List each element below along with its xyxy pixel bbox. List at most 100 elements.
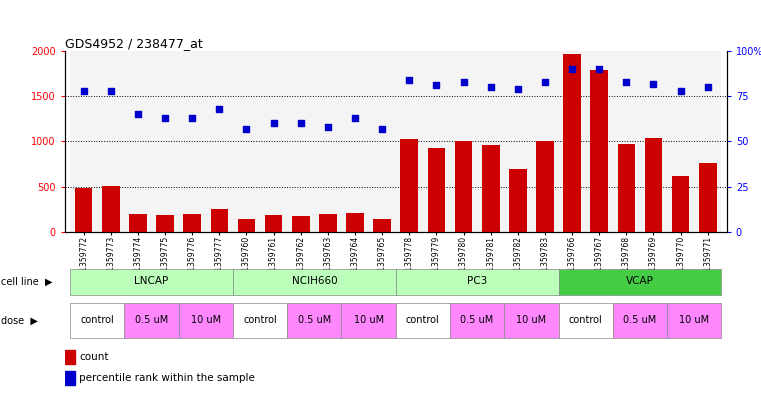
Bar: [342, 303, 396, 338]
Bar: [70, 269, 233, 295]
Point: [485, 84, 497, 90]
Bar: [482, 145, 499, 232]
Point: [430, 82, 442, 88]
Point: [78, 88, 90, 94]
Bar: [563, 54, 581, 232]
Point: [457, 79, 470, 85]
Bar: [559, 51, 586, 232]
Bar: [287, 51, 314, 232]
Bar: [423, 51, 450, 232]
Bar: [396, 269, 559, 295]
Bar: [613, 51, 640, 232]
Text: 0.5 uM: 0.5 uM: [460, 314, 494, 325]
Point: [593, 66, 605, 72]
Bar: [699, 163, 717, 232]
Text: 10 uM: 10 uM: [354, 314, 384, 325]
Bar: [292, 216, 310, 232]
Bar: [124, 303, 179, 338]
Point: [322, 124, 334, 130]
Text: dose  ▶: dose ▶: [1, 315, 37, 325]
Text: PC3: PC3: [467, 276, 487, 286]
Bar: [640, 51, 667, 232]
Bar: [586, 51, 613, 232]
Point: [620, 79, 632, 85]
Bar: [319, 214, 336, 232]
Bar: [667, 303, 721, 338]
Text: control: control: [568, 314, 603, 325]
Point: [295, 120, 307, 127]
Bar: [455, 141, 473, 232]
Bar: [374, 219, 391, 232]
Bar: [233, 51, 260, 232]
Text: 0.5 uM: 0.5 uM: [135, 314, 168, 325]
Point: [213, 106, 225, 112]
Point: [702, 84, 714, 90]
Bar: [205, 51, 233, 232]
Point: [376, 126, 388, 132]
Bar: [591, 70, 608, 232]
Bar: [102, 186, 119, 232]
Bar: [667, 51, 694, 232]
Point: [511, 86, 524, 92]
Bar: [179, 51, 205, 232]
Text: 0.5 uM: 0.5 uM: [298, 314, 331, 325]
Bar: [400, 139, 418, 232]
Text: control: control: [406, 314, 440, 325]
Bar: [694, 51, 721, 232]
Bar: [396, 51, 423, 232]
Bar: [233, 303, 287, 338]
Point: [186, 115, 199, 121]
Bar: [183, 214, 201, 232]
Text: NCIH660: NCIH660: [291, 276, 337, 286]
Bar: [559, 303, 613, 338]
Bar: [368, 51, 396, 232]
Bar: [396, 303, 450, 338]
Bar: [70, 51, 97, 232]
Bar: [645, 138, 662, 232]
Bar: [237, 219, 255, 232]
Bar: [156, 215, 174, 232]
Bar: [65, 371, 75, 385]
Bar: [617, 144, 635, 232]
Text: 10 uM: 10 uM: [516, 314, 546, 325]
Bar: [70, 303, 124, 338]
Bar: [124, 51, 151, 232]
Bar: [509, 169, 527, 232]
Bar: [65, 350, 75, 364]
Point: [674, 88, 686, 94]
Bar: [287, 303, 342, 338]
Bar: [672, 176, 689, 232]
Text: 10 uM: 10 uM: [679, 314, 709, 325]
Point: [349, 115, 361, 121]
Bar: [179, 303, 233, 338]
Bar: [505, 303, 559, 338]
Text: percentile rank within the sample: percentile rank within the sample: [79, 373, 255, 383]
Text: VCAP: VCAP: [626, 276, 654, 286]
Text: control: control: [244, 314, 277, 325]
Text: 10 uM: 10 uM: [191, 314, 221, 325]
Point: [403, 77, 416, 83]
Bar: [531, 51, 559, 232]
Text: control: control: [81, 314, 114, 325]
Bar: [613, 303, 667, 338]
Text: LNCAP: LNCAP: [135, 276, 169, 286]
Bar: [151, 51, 179, 232]
Point: [240, 126, 253, 132]
Point: [539, 79, 551, 85]
Point: [268, 120, 280, 127]
Point: [105, 88, 117, 94]
Point: [648, 81, 660, 87]
Bar: [428, 148, 445, 232]
Bar: [537, 141, 554, 232]
Text: count: count: [79, 352, 109, 362]
Text: 0.5 uM: 0.5 uM: [623, 314, 657, 325]
Bar: [314, 51, 342, 232]
Point: [566, 66, 578, 72]
Bar: [342, 51, 368, 232]
Bar: [450, 303, 505, 338]
Bar: [265, 215, 282, 232]
Text: cell line  ▶: cell line ▶: [1, 277, 53, 287]
Bar: [505, 51, 531, 232]
Point: [159, 115, 171, 121]
Bar: [260, 51, 287, 232]
